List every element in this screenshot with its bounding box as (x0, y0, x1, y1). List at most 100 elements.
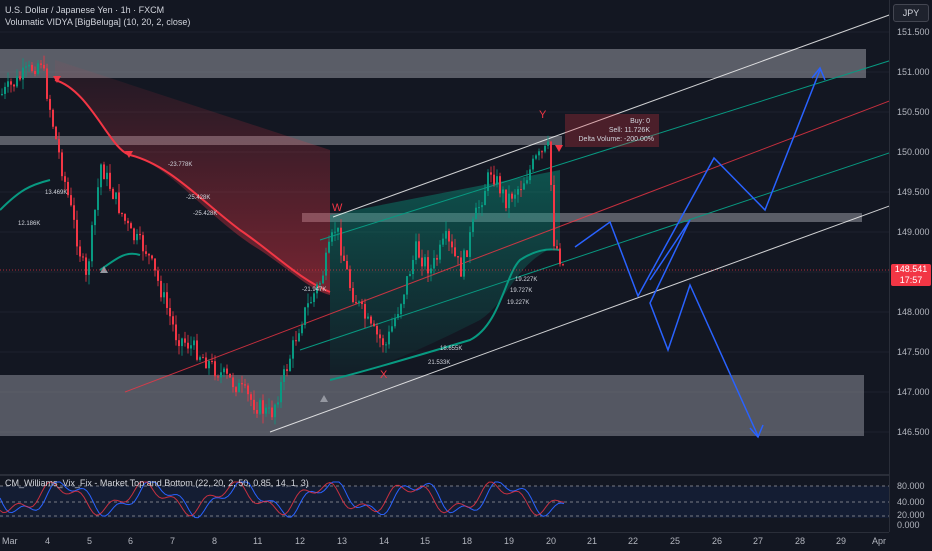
price-tick: 148.000 (897, 307, 930, 317)
candle-body (250, 394, 252, 400)
candle-body (247, 385, 249, 395)
time-tick: 27 (753, 536, 764, 546)
candle-body (115, 192, 117, 199)
bearish-signal-icon (53, 76, 61, 83)
candle-body (181, 338, 183, 347)
volume-label: -25.428K (193, 211, 217, 217)
candle-body (172, 316, 174, 325)
candle-body (268, 407, 270, 409)
candle-body (235, 387, 237, 393)
candle-body (472, 219, 474, 233)
time-tick: 28 (795, 536, 806, 546)
volume-label: -23.778K (168, 162, 192, 168)
candle-body (190, 345, 192, 349)
candle-body (49, 98, 51, 110)
candle-body (367, 316, 369, 319)
candle-body (301, 324, 303, 334)
last-price-value: 148.541 (894, 264, 928, 274)
candle-body (364, 304, 366, 319)
price-tick: 151.000 (897, 67, 930, 77)
candle-body (523, 183, 525, 190)
candle-body (43, 64, 45, 69)
candle-body (187, 342, 189, 349)
price-chart-pane[interactable]: -23.778K -25.428K -25.428K 13.469K 12.18… (0, 0, 893, 474)
candle-body (157, 270, 159, 281)
oscillator-title[interactable]: CM_Williams_Vix_Fix - Market Top and Bot… (5, 478, 309, 488)
candle-body (106, 172, 108, 180)
price-chart-canvas[interactable]: -23.778K -25.428K -25.428K 13.469K 12.18… (0, 0, 893, 474)
symbol-title[interactable]: U.S. Dollar / Japanese Yen · 1h · FXCM (5, 5, 165, 15)
candle-body (148, 253, 150, 256)
candle-body (499, 176, 501, 194)
time-tick: Mar (2, 536, 18, 546)
svg-text:Sell: 11.726K: Sell: 11.726K (609, 127, 650, 134)
candle-body (424, 257, 426, 267)
candle-body (175, 324, 177, 341)
candle-body (280, 382, 282, 403)
candle-body (112, 188, 114, 199)
oscillator-pane[interactable] (0, 476, 889, 532)
candle-body (460, 257, 462, 277)
resistance-zone-top[interactable] (0, 49, 866, 78)
candle-body (553, 184, 555, 247)
candle-body (334, 231, 336, 233)
indicator-title[interactable]: Volumatic VIDYA [BigBeluga] (10, 20, 2, … (5, 17, 191, 27)
oscillator-canvas[interactable] (0, 476, 889, 532)
candle-body (517, 189, 519, 195)
candle-body (10, 81, 12, 85)
candle-body (352, 288, 354, 303)
candle-body (436, 258, 438, 260)
candle-body (487, 172, 489, 191)
candle-body (103, 164, 105, 180)
currency-button[interactable]: JPY (893, 4, 929, 22)
candle-body (550, 141, 552, 185)
candle-body (400, 304, 402, 315)
candle-body (349, 269, 351, 289)
candle-body (217, 376, 219, 378)
bearish-signal-icon (125, 151, 133, 158)
volume-label: 21.533K (428, 360, 450, 366)
candle-body (307, 303, 309, 308)
candle-body (559, 248, 561, 265)
candle-body (1, 93, 3, 95)
candlesticks[interactable] (1, 55, 564, 425)
candle-body (409, 274, 411, 277)
oscillator-tick: 40.000 (897, 497, 925, 507)
projection-path-bearish[interactable] (649, 219, 759, 437)
candle-body (427, 257, 429, 274)
candle-body (439, 244, 441, 260)
candle-body (136, 233, 138, 241)
time-tick: 7 (170, 536, 176, 546)
candle-body (259, 400, 261, 414)
candle-body (373, 323, 375, 327)
candle-body (130, 223, 132, 229)
candle-body (493, 174, 495, 185)
candle-body (376, 326, 378, 335)
candle-body (241, 383, 243, 385)
candle-body (154, 258, 156, 271)
time-tick: 26 (712, 536, 723, 546)
candle-body (64, 176, 66, 182)
projection-path-bullish[interactable] (574, 69, 821, 298)
time-tick: 20 (546, 536, 557, 546)
price-tick: 149.000 (897, 227, 930, 237)
time-axis[interactable]: Mar 4 5 6 7 8 11 12 13 14 15 18 19 20 21… (0, 532, 889, 551)
candle-body (214, 361, 216, 377)
svg-text:Delta Volume: -200.00%: Delta Volume: -200.00% (579, 136, 655, 143)
projection-arrow-up-icon (811, 66, 826, 81)
wave-label-x: X (380, 369, 388, 381)
oscillator-tick: 80.000 (897, 481, 925, 491)
price-tick: 151.500 (897, 27, 930, 37)
candle-body (478, 207, 480, 209)
candle-body (22, 67, 24, 80)
candle-body (454, 247, 456, 257)
candle-body (445, 231, 447, 239)
candle-body (322, 275, 324, 284)
candle-body (100, 164, 102, 188)
candle-body (502, 189, 504, 194)
time-tick: 19 (504, 536, 515, 546)
pane-separator[interactable] (0, 474, 889, 476)
candle-body (463, 250, 465, 277)
candle-body (292, 340, 294, 359)
